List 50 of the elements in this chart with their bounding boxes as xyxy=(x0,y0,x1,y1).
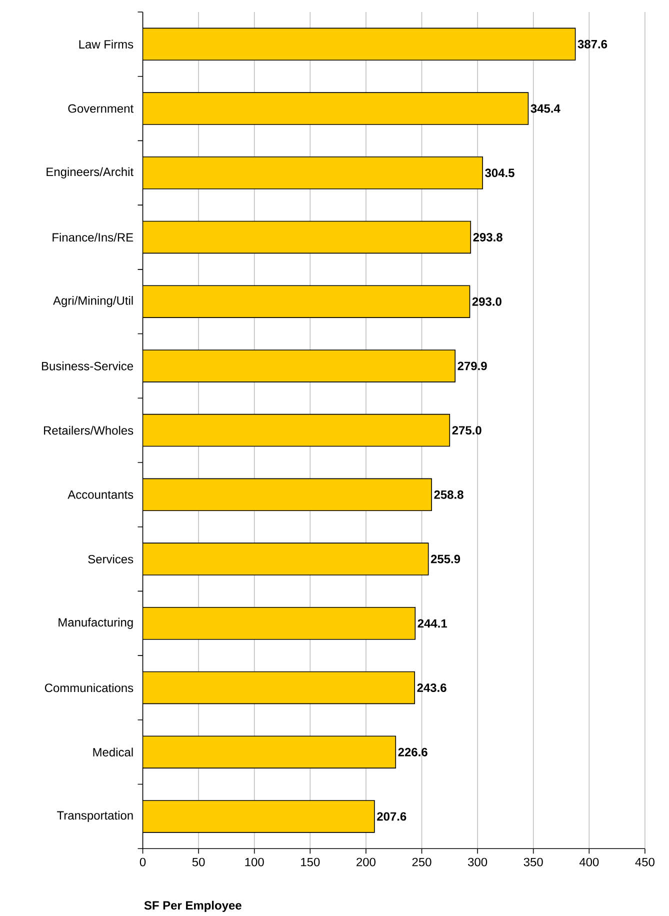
bar xyxy=(142,478,432,512)
y-tick-label: Agri/Mining/Util xyxy=(53,296,133,308)
y-tick-label: Finance/Ins/RE xyxy=(52,232,134,242)
y-tick-label: Retailers/Wholes xyxy=(44,426,134,435)
y-tick-label: Government xyxy=(68,104,134,113)
x-tick-label: 300 xyxy=(468,858,488,866)
bar xyxy=(142,156,484,190)
data-label: 243.6 xyxy=(417,683,446,692)
x-tick-label: 400 xyxy=(579,858,599,866)
y-tick-label: Accountants xyxy=(68,490,134,499)
y-tick-label: Business-Service xyxy=(42,362,134,370)
x-tick-label: 250 xyxy=(412,858,432,866)
data-label: 293.0 xyxy=(472,297,502,306)
y-tick-label: Transportation xyxy=(57,810,133,822)
data-label: 304.5 xyxy=(485,168,514,178)
x-tick-label: 50 xyxy=(192,858,205,866)
x-tick-label: 150 xyxy=(301,858,320,866)
bar xyxy=(142,350,456,382)
data-label: 207.6 xyxy=(377,812,406,821)
x-tick-label: 0 xyxy=(140,858,146,866)
data-label: 226.6 xyxy=(398,748,428,756)
x-tick-label: 100 xyxy=(245,858,264,866)
x-tick-label: 450 xyxy=(635,858,655,866)
bar xyxy=(142,736,396,768)
y-tick-label: Communications xyxy=(45,683,134,692)
data-label: 293.8 xyxy=(473,232,502,242)
y-tick-label: Law Firms xyxy=(79,40,134,49)
bar xyxy=(142,28,576,61)
bar xyxy=(142,607,416,640)
y-tick-label: Engineers/Archit xyxy=(46,167,134,178)
data-label: 345.4 xyxy=(530,104,560,113)
x-axis-title: SF Per Employee xyxy=(144,900,242,912)
data-label: 279.9 xyxy=(458,362,487,370)
x-tick-label: 350 xyxy=(524,858,543,866)
bar xyxy=(142,542,429,576)
bar xyxy=(142,92,529,125)
bar xyxy=(142,414,450,447)
y-tick-label: Medical xyxy=(93,748,133,756)
y-tick-label: Services xyxy=(88,554,134,564)
bar xyxy=(142,220,472,254)
bar xyxy=(142,800,375,833)
bar xyxy=(142,671,416,704)
data-label: 275.0 xyxy=(452,426,482,435)
x-tick-label: 200 xyxy=(356,858,376,866)
data-label: 387.6 xyxy=(578,40,608,48)
y-tick-label: Manufacturing xyxy=(58,618,133,629)
data-label: 244.1 xyxy=(418,619,448,628)
data-label: 258.8 xyxy=(434,490,464,499)
data-label: 255.9 xyxy=(431,554,460,564)
bar xyxy=(142,285,470,318)
